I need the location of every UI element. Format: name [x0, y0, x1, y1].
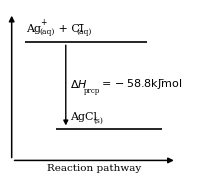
Text: Ag: Ag — [26, 24, 41, 34]
Text: (aq): (aq) — [76, 29, 92, 36]
Text: AgCl: AgCl — [70, 112, 97, 122]
Text: (s): (s) — [93, 117, 103, 125]
Text: prcp: prcp — [84, 87, 100, 95]
Text: $\Delta H$: $\Delta H$ — [70, 78, 88, 90]
Text: $-$: $-$ — [77, 18, 84, 27]
Text: $+$: $+$ — [40, 17, 48, 27]
Text: $= -58.8\mathrm{kJmol}$: $= -58.8\mathrm{kJmol}$ — [99, 77, 182, 91]
Text: $-$: $-$ — [157, 73, 164, 82]
Text: + Cl: + Cl — [55, 24, 83, 34]
Text: Reaction pathway: Reaction pathway — [47, 164, 141, 173]
Text: (aq): (aq) — [40, 29, 55, 36]
